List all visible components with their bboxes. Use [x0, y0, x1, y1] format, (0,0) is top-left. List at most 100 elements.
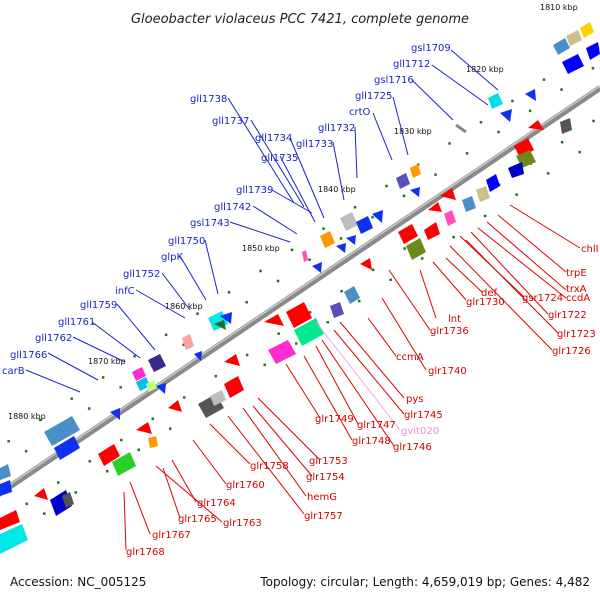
- gene-label-glr1758[interactable]: glr1758: [250, 461, 289, 472]
- gene-arrow[interactable]: [488, 93, 503, 109]
- gene-label-hemG[interactable]: hemG: [307, 492, 337, 503]
- gene-label-ccdA[interactable]: ccdA: [566, 293, 590, 304]
- gene-arrow[interactable]: [156, 383, 166, 394]
- gene-arrow[interactable]: [62, 492, 74, 508]
- gene-label-gll1733[interactable]: gll1733: [296, 139, 333, 150]
- gene-label-gll1759[interactable]: gll1759: [80, 300, 117, 311]
- gene-arrow[interactable]: [0, 524, 28, 554]
- gene-label-glr1748[interactable]: glr1748: [352, 436, 391, 447]
- gene-arrow[interactable]: [224, 376, 244, 398]
- gene-arrow[interactable]: [0, 480, 12, 496]
- gene-arrow[interactable]: [148, 436, 158, 448]
- gene-label-glr1765[interactable]: glr1765: [178, 514, 217, 525]
- gene-arrow[interactable]: [98, 444, 120, 466]
- gene-arrow[interactable]: [406, 238, 426, 260]
- gene-arrow[interactable]: [54, 436, 80, 460]
- gene-arrow[interactable]: [398, 224, 418, 244]
- gene-label-gll1750[interactable]: gll1750: [168, 236, 205, 247]
- gene-arrow[interactable]: [340, 212, 358, 231]
- gene-arrow[interactable]: [553, 38, 570, 55]
- gene-arrow[interactable]: [356, 216, 373, 234]
- gene-label-gll1742[interactable]: gll1742: [214, 202, 251, 213]
- gene-arrow[interactable]: [268, 340, 296, 364]
- gene-label-glr1768[interactable]: glr1768: [126, 547, 165, 558]
- gene-label-trpE[interactable]: trpE: [566, 268, 587, 279]
- gene-label-gsl1709[interactable]: gsl1709: [411, 43, 451, 54]
- gene-label-crtO[interactable]: crtO: [349, 107, 371, 118]
- gene-label-glr1730[interactable]: glr1730: [466, 297, 505, 308]
- gene-label-gll1712[interactable]: gll1712: [393, 59, 430, 70]
- gene-arrow[interactable]: [182, 334, 194, 350]
- gene-arrow[interactable]: [136, 422, 152, 434]
- gene-arrow[interactable]: [444, 210, 456, 226]
- gene-arrow[interactable]: [346, 235, 356, 245]
- gene-label-glr1764[interactable]: glr1764: [197, 498, 236, 509]
- gene-arrow[interactable]: [286, 302, 312, 328]
- gene-label-glr1747[interactable]: glr1747: [357, 420, 396, 431]
- gene-label-carB[interactable]: carB: [2, 366, 25, 377]
- gene-label-gll1725[interactable]: gll1725: [355, 91, 392, 102]
- gene-arrow[interactable]: [148, 354, 166, 372]
- gene-arrow[interactable]: [146, 380, 157, 392]
- gene-arrow[interactable]: [110, 408, 120, 420]
- gene-arrow[interactable]: [210, 390, 226, 406]
- gene-arrow[interactable]: [34, 488, 48, 500]
- gene-arrow[interactable]: [136, 377, 150, 391]
- gene-arrow[interactable]: [360, 258, 372, 270]
- gene-label-glr1749[interactable]: glr1749: [315, 414, 354, 425]
- gene-label-gsl1716[interactable]: gsl1716: [374, 75, 414, 86]
- gene-label-gll1762[interactable]: gll1762: [35, 333, 72, 344]
- gene-label-gll1766[interactable]: gll1766: [10, 350, 47, 361]
- gene-label-gvit020[interactable]: gvit020: [401, 426, 439, 437]
- gene-label-pys[interactable]: pys: [406, 394, 423, 405]
- gene-arrow[interactable]: [440, 188, 456, 200]
- gene-arrow[interactable]: [330, 302, 344, 318]
- gene-arrow[interactable]: [336, 243, 346, 253]
- gene-arrow[interactable]: [44, 416, 80, 446]
- gene-label-glr1757[interactable]: glr1757: [304, 511, 343, 522]
- gene-label-glr1767[interactable]: glr1767: [152, 530, 191, 541]
- gene-label-gsr1724[interactable]: gsr1724: [522, 293, 563, 304]
- gene-arrow[interactable]: [428, 202, 442, 212]
- gene-label-glr1763[interactable]: glr1763: [223, 518, 262, 529]
- gene-arrow[interactable]: [112, 452, 136, 476]
- gene-arrow[interactable]: [476, 186, 490, 202]
- gene-label-chlI[interactable]: chlI: [581, 244, 599, 255]
- gene-label-glr1760[interactable]: glr1760: [226, 480, 265, 491]
- gene-label-glr1726[interactable]: glr1726: [552, 346, 591, 357]
- gene-arrow[interactable]: [214, 320, 226, 330]
- gene-arrow[interactable]: [0, 510, 20, 530]
- gene-arrow[interactable]: [500, 109, 512, 122]
- gene-label-def[interactable]: def: [481, 288, 498, 299]
- gene-label-glr1753[interactable]: glr1753: [309, 456, 348, 467]
- gene-arrow[interactable]: [424, 222, 440, 240]
- gene-arrow[interactable]: [344, 286, 360, 304]
- gene-arrow[interactable]: [410, 187, 420, 197]
- gene-label-gll1737[interactable]: gll1737: [212, 116, 249, 127]
- gene-arrow[interactable]: [0, 464, 11, 480]
- gene-label-lnt[interactable]: lnt: [448, 314, 461, 325]
- gene-label-gll1735[interactable]: gll1735: [261, 153, 298, 164]
- gene-arrow[interactable]: [528, 120, 544, 130]
- gene-label-ccmA[interactable]: ccmA: [396, 352, 424, 363]
- gene-arrow[interactable]: [508, 162, 524, 178]
- gene-arrow[interactable]: [566, 30, 582, 46]
- gene-arrow[interactable]: [562, 54, 584, 74]
- gene-label-glr1736[interactable]: glr1736: [430, 326, 469, 337]
- gene-arrow[interactable]: [168, 400, 182, 412]
- gene-arrow[interactable]: [525, 89, 536, 101]
- gene-arrow[interactable]: [586, 42, 600, 60]
- gene-label-gsl1743[interactable]: gsl1743: [190, 218, 230, 229]
- gene-label-glr1722[interactable]: glr1722: [548, 310, 587, 321]
- gene-arrow[interactable]: [580, 22, 594, 38]
- gene-arrow[interactable]: [294, 318, 324, 346]
- gene-arrow[interactable]: [132, 367, 146, 381]
- gene-label-glr1746[interactable]: glr1746: [393, 442, 432, 453]
- gene-arrow[interactable]: [372, 210, 383, 223]
- gene-label-glr1745[interactable]: glr1745: [404, 410, 443, 421]
- gene-arrow[interactable]: [455, 123, 467, 134]
- gene-arrow[interactable]: [312, 262, 322, 273]
- gene-label-gll1732[interactable]: gll1732: [318, 123, 355, 134]
- gene-label-glr1754[interactable]: glr1754: [306, 472, 345, 483]
- gene-arrow[interactable]: [264, 314, 284, 326]
